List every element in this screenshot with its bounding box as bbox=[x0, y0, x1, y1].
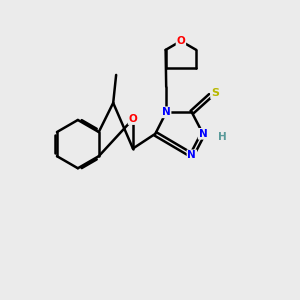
Text: H: H bbox=[218, 132, 226, 142]
Text: N: N bbox=[199, 129, 207, 139]
Text: O: O bbox=[176, 36, 185, 46]
Text: S: S bbox=[211, 88, 219, 98]
Text: N: N bbox=[188, 150, 196, 160]
Text: N: N bbox=[162, 107, 171, 117]
Text: O: O bbox=[128, 114, 137, 124]
